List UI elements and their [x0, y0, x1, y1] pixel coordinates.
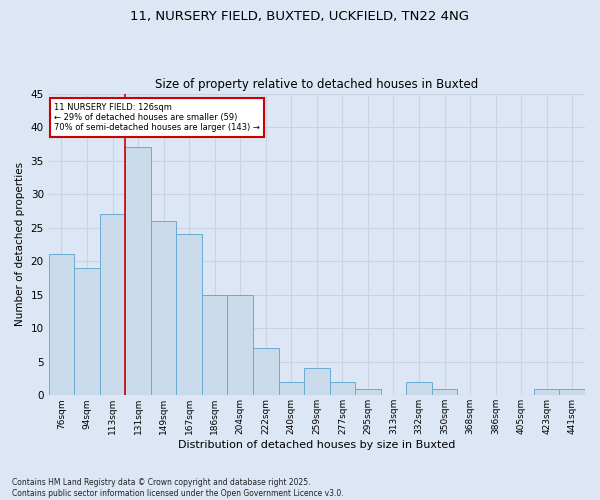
Bar [534, 388, 559, 396]
Bar [406, 382, 432, 396]
Bar [125, 147, 151, 396]
Bar [278, 382, 304, 396]
Bar [432, 388, 457, 396]
Y-axis label: Number of detached properties: Number of detached properties [15, 162, 25, 326]
Bar [329, 382, 355, 396]
Bar [151, 221, 176, 396]
Bar [559, 388, 585, 396]
X-axis label: Distribution of detached houses by size in Buxted: Distribution of detached houses by size … [178, 440, 455, 450]
Title: Size of property relative to detached houses in Buxted: Size of property relative to detached ho… [155, 78, 478, 91]
Bar [49, 254, 74, 396]
Bar [253, 348, 278, 396]
Text: 11 NURSERY FIELD: 126sqm
← 29% of detached houses are smaller (59)
70% of semi-d: 11 NURSERY FIELD: 126sqm ← 29% of detach… [54, 102, 260, 132]
Text: 11, NURSERY FIELD, BUXTED, UCKFIELD, TN22 4NG: 11, NURSERY FIELD, BUXTED, UCKFIELD, TN2… [131, 10, 470, 23]
Bar [74, 268, 100, 396]
Bar [100, 214, 125, 396]
Bar [227, 294, 253, 396]
Text: Contains HM Land Registry data © Crown copyright and database right 2025.
Contai: Contains HM Land Registry data © Crown c… [12, 478, 344, 498]
Bar [202, 294, 227, 396]
Bar [176, 234, 202, 396]
Bar [304, 368, 329, 396]
Bar [355, 388, 380, 396]
